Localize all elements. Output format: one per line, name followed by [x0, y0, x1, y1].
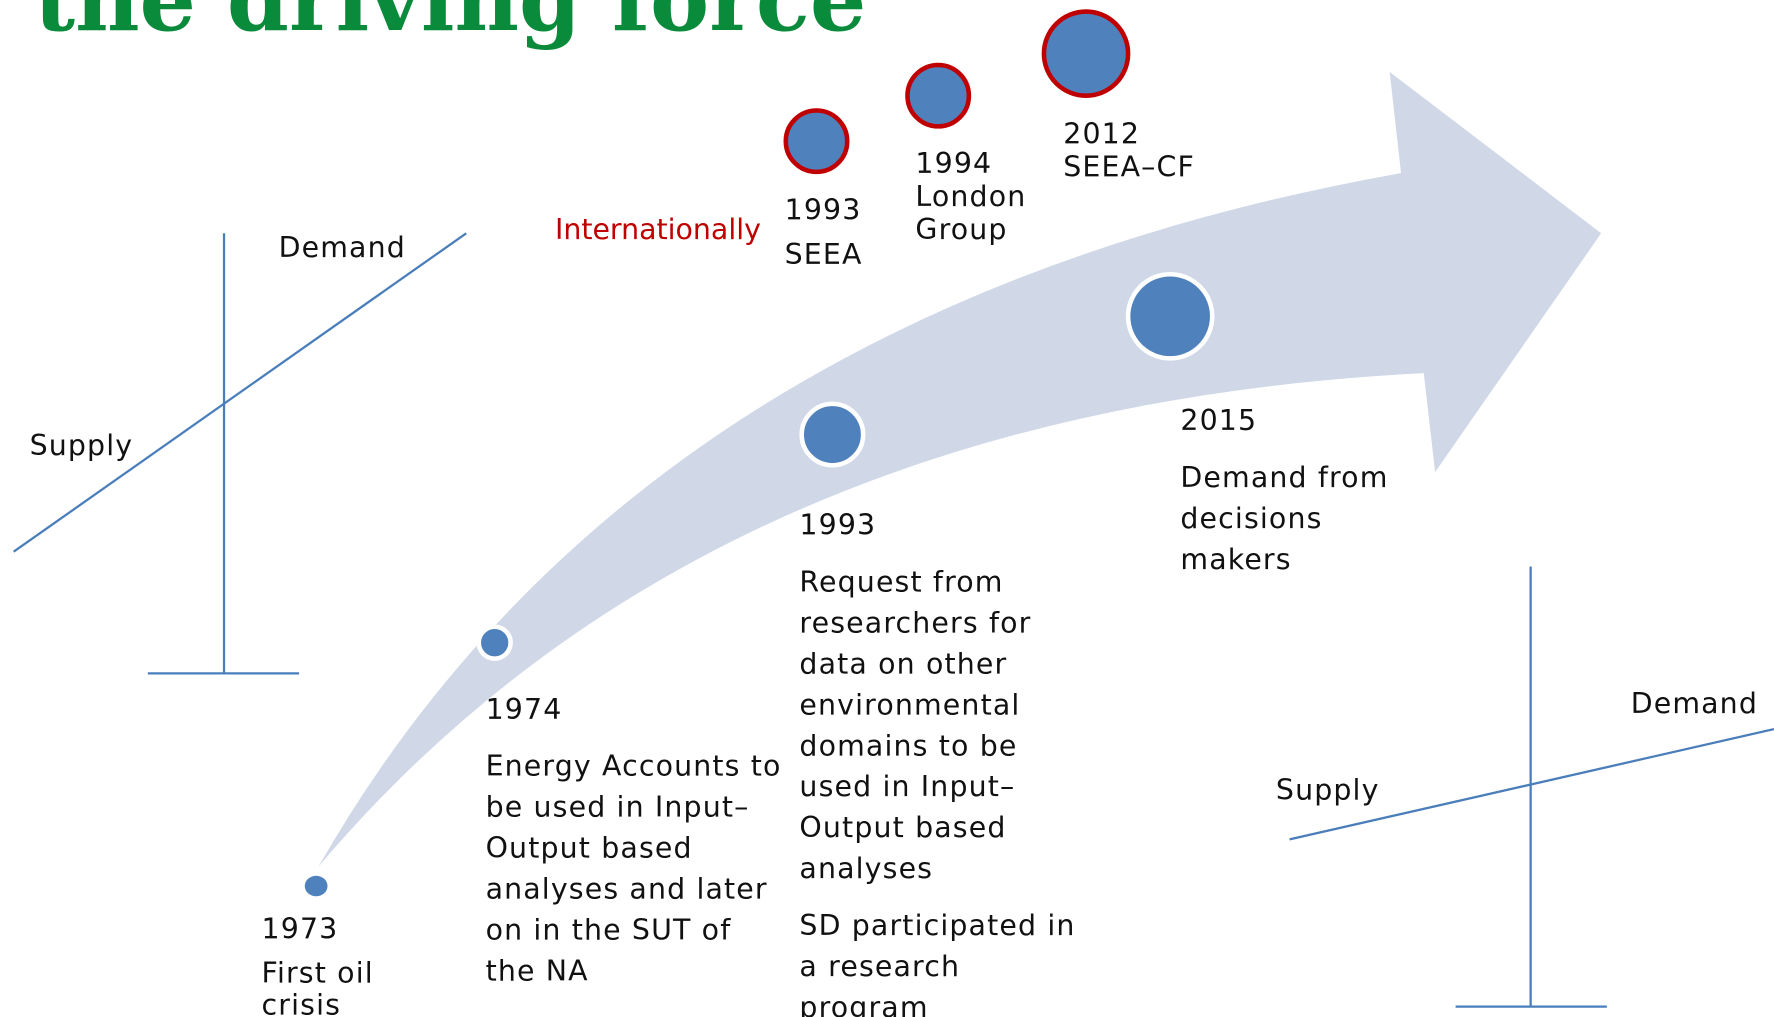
milestone-dot — [905, 62, 972, 129]
demand-label: Demand — [279, 231, 406, 264]
curve — [12, 232, 467, 553]
event-dot — [304, 875, 328, 897]
event-text: used in Input– — [799, 770, 1015, 803]
event-text: on in the SUT of — [486, 913, 732, 946]
event-text: Energy Accounts to — [486, 750, 782, 783]
event-text: researchers for — [799, 606, 1031, 639]
milestone-dot — [1041, 9, 1131, 98]
event-year: 1973 — [262, 912, 339, 945]
event-year: 1974 — [486, 693, 563, 726]
supply-label: Supply — [30, 429, 134, 462]
demand-label: Demand — [1631, 687, 1758, 720]
event-text: Output based — [486, 832, 693, 865]
event-text: Demand from — [1180, 461, 1388, 494]
supply-label: Supply — [1276, 774, 1380, 807]
event-text: Output based — [799, 811, 1006, 844]
event-note: program — [799, 991, 928, 1017]
event-note: a research — [799, 950, 960, 983]
milestone-text: 1994 — [915, 147, 992, 180]
event-text: environmental — [799, 688, 1020, 721]
milestone-text: SEEA–CF — [1063, 150, 1195, 183]
event-text: data on other — [799, 647, 1007, 680]
event-text: makers — [1180, 543, 1291, 576]
slide-title: the driving force — [34, 0, 866, 51]
international-label: Internationally — [555, 213, 761, 246]
event-text: decisions — [1180, 502, 1322, 535]
event-year: 2015 — [1180, 404, 1257, 437]
event-text: Request from — [799, 566, 1003, 599]
milestone-text: SEEA — [785, 238, 863, 271]
event-text: be used in Input– — [486, 791, 750, 824]
milestone-text: 1993 — [785, 194, 862, 227]
event-dot — [476, 624, 513, 661]
event-text: analyses — [799, 852, 933, 885]
event-text: crisis — [262, 989, 342, 1017]
event-year: 1993 — [799, 509, 876, 542]
event-text: First oil — [262, 957, 374, 990]
milestone-dot — [783, 108, 850, 175]
event-text: analyses and later — [486, 873, 768, 906]
milestone-text: 2012 — [1063, 117, 1140, 150]
event-note: SD participated in — [799, 909, 1075, 942]
curve — [1289, 728, 1774, 841]
milestone-text: London — [915, 180, 1026, 213]
event-dot — [799, 401, 866, 468]
event-dot — [1125, 271, 1215, 361]
milestone-text: Group — [915, 213, 1007, 246]
event-text: domains to be — [799, 729, 1017, 762]
event-text: the NA — [486, 954, 589, 987]
timeline-arrow — [318, 71, 1602, 867]
